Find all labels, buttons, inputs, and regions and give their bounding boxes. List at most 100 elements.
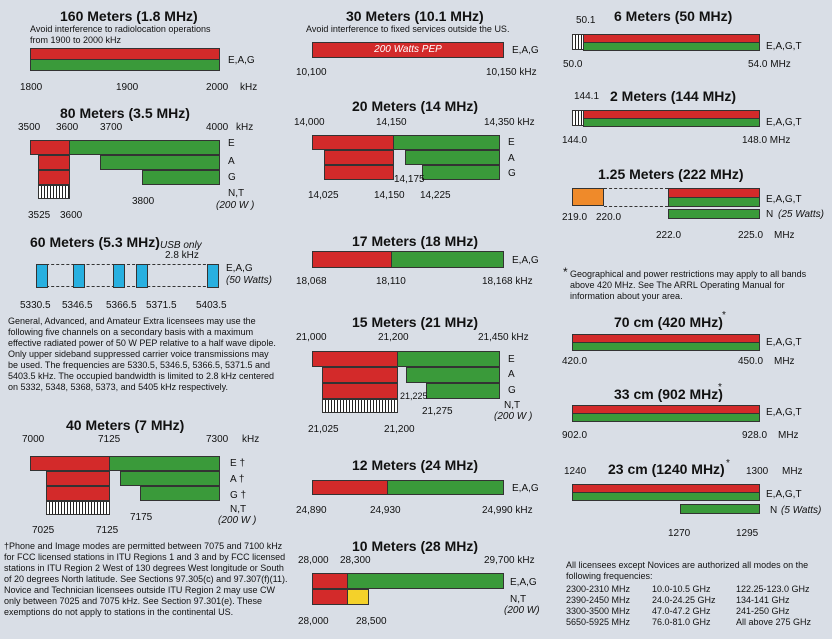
band-70cm-lower — [572, 342, 760, 351]
tick-5403: 5403.5 — [196, 300, 227, 311]
band-10m-nt-cw — [312, 589, 348, 605]
label-80m-nt: N,T — [228, 188, 245, 199]
tick-420: 420.0 — [562, 356, 588, 367]
tick-18168: 18,168 kHz — [482, 276, 533, 287]
freq-cell: 3300-3500 MHz — [566, 606, 631, 616]
tick-14225: 14,225 — [420, 190, 451, 201]
tick-1900: 1900 — [116, 82, 139, 93]
tick-3600b: 3600 — [60, 210, 83, 221]
tick-7125: 7125 — [98, 434, 121, 445]
tick-148-0: 148.0 MHz — [742, 135, 791, 146]
tick-4000: 4000 — [206, 122, 229, 133]
tick-50-1: 50.1 — [576, 15, 596, 26]
note-160m: Avoid interference to radiolocation oper… — [30, 24, 211, 45]
tick-21000: 21,000 — [296, 332, 327, 343]
title-15m: 15 Meters (21 MHz) — [352, 314, 479, 330]
ch-5366 — [113, 264, 125, 288]
tick-28000: 28,000 — [298, 555, 329, 566]
freq-cell: 241-250 GHz — [736, 606, 790, 616]
band-80m-g-phone — [142, 170, 220, 185]
freq-cell: 76.0-81.0 GHz — [652, 617, 711, 627]
label-15m-g: G — [508, 385, 516, 396]
title-33cm: 33 cm (902 MHz) — [614, 386, 723, 402]
band-17m-phone — [391, 251, 504, 268]
tick-1295: 1295 — [736, 528, 759, 539]
freq-cell: All above 275 GHz — [736, 617, 812, 627]
tick-1800: 1800 — [20, 82, 43, 93]
band-20m-a-cw — [324, 150, 394, 165]
band-20m-a-phone — [405, 150, 500, 165]
tick-3800: 3800 — [132, 196, 155, 207]
tick-14150b: 14,150 — [374, 190, 405, 201]
title-12m: 12 Meters (24 MHz) — [352, 457, 479, 473]
band-40m-nt — [46, 501, 110, 515]
tick-450: 450.0 — [738, 356, 764, 367]
band-15m-g-cw — [322, 383, 398, 399]
freq-cell: 10.0-10.5 GHz — [652, 584, 711, 594]
tick-14350: 14,350 kHz — [484, 117, 535, 128]
freq-cell: 47.0-47.2 GHz — [652, 606, 711, 616]
title-80m: 80 Meters (3.5 MHz) — [60, 105, 190, 121]
tick-21200: 21,200 — [378, 332, 409, 343]
tick-21225: 21,225 — [400, 391, 428, 401]
bw-60m: 2.8 kHz — [165, 250, 199, 261]
mode-23cm: E,A,G,T — [766, 489, 802, 500]
band-17m-cw — [312, 251, 392, 268]
tick-21450: 21,450 kHz — [478, 332, 529, 343]
unit-23cm: MHz — [782, 466, 803, 477]
band-23cm-lower — [572, 492, 760, 501]
mode-70cm: E,A,G,T — [766, 337, 802, 348]
tick-225: 225.0 — [738, 230, 764, 241]
unit-80m: kHz — [236, 122, 254, 133]
tick-5330: 5330.5 — [20, 300, 51, 311]
tick-21200b: 21,200 — [384, 424, 415, 435]
band-12m-cw — [312, 480, 388, 495]
tick-14025: 14,025 — [308, 190, 339, 201]
tick-144-0: 144.0 — [562, 135, 588, 146]
title-30m: 30 Meters (10.1 MHz) — [346, 8, 484, 24]
geo-note: Geographical and power restrictions may … — [570, 269, 807, 301]
band-33cm-lower — [572, 413, 760, 422]
mode-33cm: E,A,G,T — [766, 407, 802, 418]
freq-cell: 24.0-24.25 GHz — [652, 595, 716, 605]
band-15m-a-cw — [322, 367, 398, 383]
mode-17m: E,A,G — [512, 255, 539, 266]
tick-3500: 3500 — [18, 122, 41, 133]
tick-21275: 21,275 — [422, 406, 453, 417]
star-23cm: * — [726, 458, 730, 469]
band-125m-secondary — [572, 188, 604, 206]
band-40m-g-cw — [46, 486, 110, 501]
band-15m-e-cw — [312, 351, 398, 367]
band-160m-lower — [30, 59, 220, 71]
mode-160m: E,A,G — [228, 55, 255, 66]
title-2m: 2 Meters (144 MHz) — [610, 88, 737, 104]
tick-144-1: 144.1 — [574, 91, 600, 102]
title-60m: 60 Meters (5.3 MHz) — [30, 234, 160, 250]
title-70cm: 70 cm (420 MHz) — [614, 314, 723, 330]
tick-7000: 7000 — [22, 434, 45, 445]
label-40m-nt: N,T — [230, 504, 247, 515]
band-80m-e-phone — [69, 140, 220, 155]
ch-5403 — [207, 264, 219, 288]
mode-125m: E,A,G,T — [766, 194, 802, 205]
ch-5330 — [36, 264, 48, 288]
title-6m: 6 Meters (50 MHz) — [614, 8, 733, 24]
tick-3525: 3525 — [28, 210, 51, 221]
tick-14000: 14,000 — [294, 117, 325, 128]
freq-cell: 122.25-123.0 GHz — [736, 584, 810, 594]
band-80m-a-phone — [100, 155, 220, 170]
note-60m: General, Advanced, and Amateur Extra lic… — [8, 316, 276, 392]
mode-30m: E,A,G — [512, 45, 539, 56]
band-30m: 200 Watts PEP — [312, 42, 504, 58]
tick-220: 220.0 — [596, 212, 622, 223]
label-15m-e: E — [508, 354, 515, 365]
band-2m-lower — [583, 118, 760, 127]
title-10m: 10 Meters (28 MHz) — [352, 538, 479, 554]
label-23cm-n: N — [770, 505, 778, 516]
band-125m-novice — [668, 209, 760, 219]
band-40m-g-phone — [140, 486, 220, 501]
tick-28000b: 28,000 — [298, 616, 329, 627]
star-70cm: * — [722, 310, 726, 321]
tick-10100: 10,100 — [296, 67, 327, 78]
band-20m-e-cw — [312, 135, 394, 150]
